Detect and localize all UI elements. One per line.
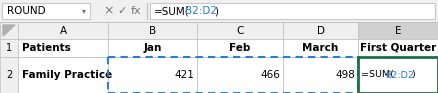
Text: E: E <box>395 25 401 36</box>
Bar <box>108 39 197 57</box>
Bar <box>197 22 283 39</box>
Text: First Quarter: First Quarter <box>360 43 436 53</box>
Bar <box>358 39 438 57</box>
Text: A: A <box>60 25 67 36</box>
Text: ): ) <box>411 70 415 80</box>
Bar <box>108 22 197 39</box>
Polygon shape <box>3 25 15 36</box>
Bar <box>283 57 358 93</box>
Bar <box>18 22 108 39</box>
Text: C: C <box>237 25 244 36</box>
Text: 1: 1 <box>6 43 12 53</box>
Text: Feb: Feb <box>230 43 251 53</box>
Bar <box>358 57 438 93</box>
Text: ▾: ▾ <box>82 7 86 16</box>
Bar <box>18 39 108 57</box>
Bar <box>197 57 283 93</box>
Bar <box>283 39 358 57</box>
Bar <box>150 3 435 19</box>
Text: B2:D2: B2:D2 <box>185 6 217 16</box>
Text: Family Practice: Family Practice <box>22 70 112 80</box>
Text: 421: 421 <box>174 70 194 80</box>
Bar <box>283 22 358 39</box>
Bar <box>2 3 90 19</box>
Bar <box>0 57 18 93</box>
Text: 498: 498 <box>335 70 355 80</box>
Text: ×: × <box>104 4 114 17</box>
Bar <box>108 57 197 93</box>
Bar <box>0 22 18 39</box>
Text: B2:D2: B2:D2 <box>385 70 414 80</box>
Text: B: B <box>149 25 156 36</box>
Bar <box>0 39 18 57</box>
Text: fx: fx <box>131 7 141 16</box>
Bar <box>0 0 438 22</box>
Text: ): ) <box>214 6 218 16</box>
Text: =SUM(: =SUM( <box>361 70 394 80</box>
Text: =SUM(: =SUM( <box>154 6 190 16</box>
Bar <box>358 22 438 39</box>
Bar <box>197 39 283 57</box>
Text: March: March <box>302 43 339 53</box>
Text: ✓: ✓ <box>117 6 127 16</box>
Text: 2: 2 <box>6 70 12 80</box>
Text: ROUND: ROUND <box>7 6 46 16</box>
Text: Jan: Jan <box>143 43 162 53</box>
Text: D: D <box>317 25 325 36</box>
Text: Patients: Patients <box>22 43 71 53</box>
Bar <box>18 57 108 93</box>
Text: 466: 466 <box>260 70 280 80</box>
